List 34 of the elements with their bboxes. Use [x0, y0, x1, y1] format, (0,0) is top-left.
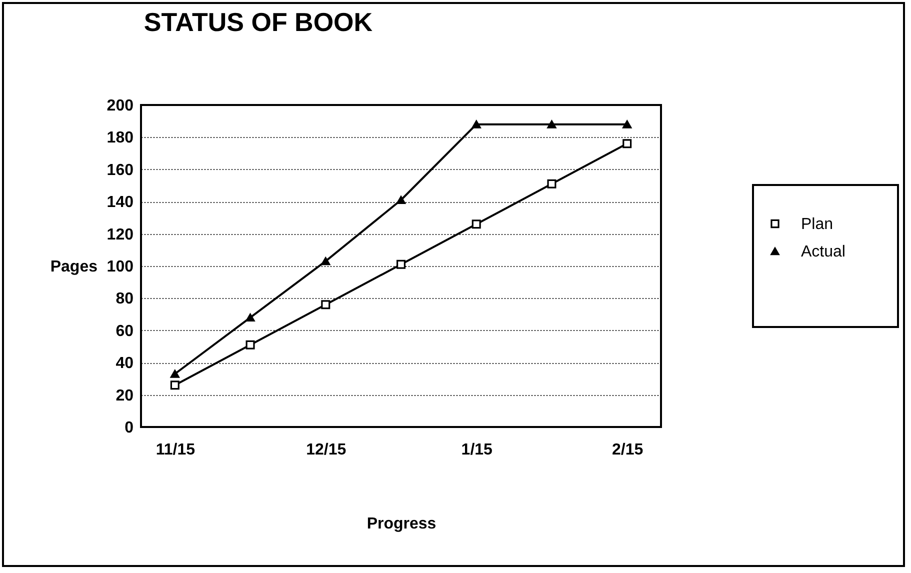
y-tick-label: 120 — [106, 226, 134, 244]
x-axis-title: Progress — [366, 516, 436, 532]
point — [396, 196, 406, 204]
point — [472, 220, 481, 229]
legend-label: Plan — [801, 216, 834, 233]
point — [321, 300, 330, 310]
x-tick-label: 2/15 — [612, 442, 644, 458]
y-axis-title: Pages — [50, 258, 98, 276]
x-tick-label: 1/15 — [461, 442, 493, 458]
y-tick-label: 200 — [106, 98, 134, 114]
point — [547, 120, 556, 128]
chart-title: STATUS OF BOOK — [144, 7, 373, 37]
y-tick-label: 60 — [116, 322, 134, 340]
point — [396, 260, 406, 269]
point — [246, 314, 255, 322]
point — [547, 179, 556, 188]
y-tick-label: 0 — [124, 420, 134, 436]
point — [622, 139, 632, 148]
point — [622, 120, 632, 128]
y-tick-label: 40 — [116, 355, 134, 372]
y-tick-label: 140 — [106, 194, 134, 212]
y-tick-label: 20 — [116, 387, 134, 404]
point — [246, 340, 255, 350]
point — [170, 370, 180, 378]
point — [170, 380, 180, 390]
y-tick-label: 100 — [106, 258, 134, 276]
y-tick-label: 180 — [106, 130, 134, 147]
y-tick-label: 80 — [116, 290, 134, 308]
point — [321, 257, 330, 266]
legend-label: Actual — [801, 243, 846, 260]
x-tick-label: 11/15 — [156, 442, 196, 458]
x-tick-label: 12/15 — [306, 442, 346, 458]
point — [472, 120, 481, 128]
y-tick-label: 160 — [106, 162, 134, 179]
